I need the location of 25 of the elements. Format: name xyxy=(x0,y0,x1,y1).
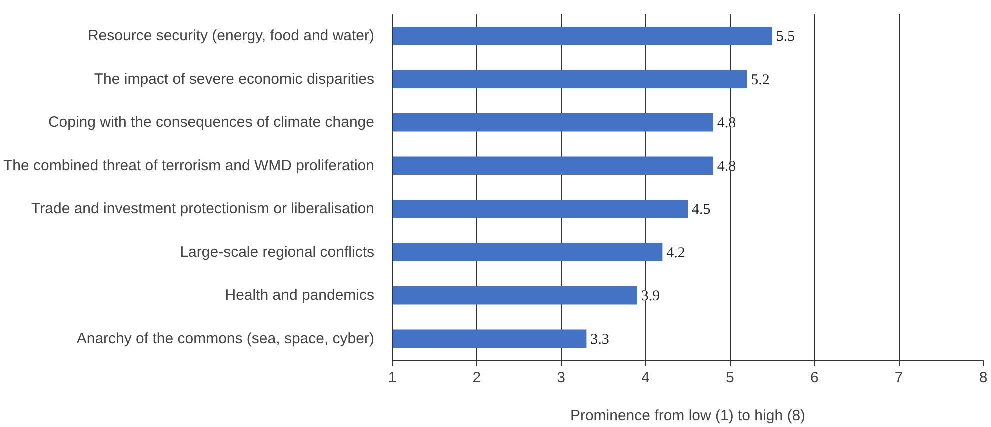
data-label: 3.3 xyxy=(590,332,610,348)
data-label: 5.2 xyxy=(751,72,770,88)
x-tick-label: 2 xyxy=(472,370,482,386)
x-tick-label: 5 xyxy=(726,370,734,386)
y-tick-label: Trade and investment protectionism or liberalisation xyxy=(32,200,375,218)
x-tick-label: 3 xyxy=(557,370,566,386)
y-tick-label: Anarchy of the commons (sea, space, cyber) xyxy=(76,330,375,348)
data-label: 4.2 xyxy=(666,245,686,262)
data-label: 4.8 xyxy=(717,158,736,175)
x-tick-label: 4 xyxy=(642,370,650,386)
y-tick-label: Large-scale regional conflicts xyxy=(180,244,375,261)
y-tick-label: The impact of severe economic disparities xyxy=(94,70,375,88)
y-tick-label: Resource security (energy, food and water) xyxy=(88,28,375,45)
data-label: 4.5 xyxy=(692,202,711,218)
y-tick-label: The combined threat of terrorism and WMD proliferation xyxy=(4,157,375,174)
data-label: 3.9 xyxy=(641,288,660,305)
y-tick-label: Coping with the consequences of climate change xyxy=(48,114,375,132)
x-tick-label: 1 xyxy=(388,370,397,386)
x-tick-label: 8 xyxy=(979,370,988,386)
data-label: 5.5 xyxy=(776,29,796,46)
x-tick-label: 6 xyxy=(810,370,819,386)
x-axis-title: Prominence from low (1) to high (8) xyxy=(570,408,806,424)
data-label: 4.8 xyxy=(717,116,736,132)
x-tick-label: 7 xyxy=(894,370,904,386)
y-tick-label: Health and pandemics xyxy=(225,287,375,304)
